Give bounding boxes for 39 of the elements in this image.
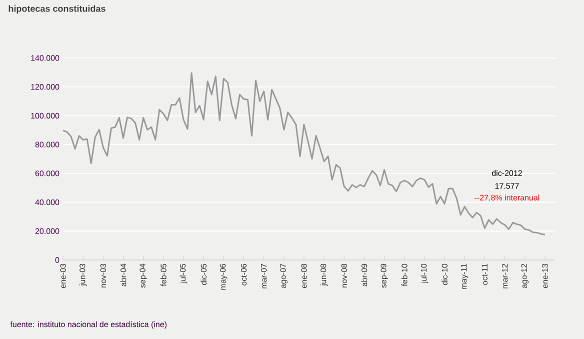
x-tick-label: sep-04 — [140, 264, 147, 288]
y-tick-label: 60.000 — [35, 170, 60, 176]
x-tick-label: ago-12 — [521, 264, 528, 288]
x-tick-label: nov-03 — [100, 264, 106, 288]
x-tick-label: nov-08 — [341, 264, 347, 288]
x-tick-label: ago-07 — [280, 264, 288, 288]
y-tick-label: 40.000 — [35, 199, 60, 206]
x-tick-label: mar-07 — [260, 264, 267, 288]
source-note: fuente: instituto nacional de estadística (ine) — [10, 321, 167, 329]
y-tick-label: 80.000 — [35, 142, 60, 148]
chart-title: hipotecas constituidas — [8, 5, 106, 14]
x-tick-label: jul-05 — [180, 264, 188, 284]
annotation: --27,8% interanual — [474, 194, 540, 202]
x-tick-label: jun-03 — [79, 264, 87, 286]
x-tick-label: may-11 — [461, 264, 468, 290]
x-tick-label: mar-12 — [502, 264, 508, 288]
x-tick-label: feb-10 — [401, 264, 408, 286]
annotation: 17.577 — [495, 183, 519, 189]
y-tick-label: 100.000 — [31, 112, 60, 119]
x-tick-label: dic-10 — [442, 264, 448, 285]
x-tick-label: ene-03 — [60, 264, 66, 288]
x-tick-label: jul-10 — [420, 264, 428, 284]
x-tick-label: abr-09 — [361, 264, 368, 286]
x-tick-label: may-06 — [220, 264, 228, 290]
x-tick-label: dic-05 — [200, 264, 207, 285]
x-tick-label: sep-09 — [380, 264, 388, 288]
x-tick-label: abr-04 — [120, 264, 126, 286]
y-tick-label: 0 — [55, 257, 60, 263]
x-tick-label: oct-11 — [482, 264, 488, 285]
x-tick-label: ene-08 — [301, 264, 307, 288]
y-tick-label: 120.000 — [31, 84, 60, 90]
x-tick-label: feb-05 — [160, 264, 166, 286]
y-tick-label: 20.000 — [35, 228, 60, 234]
line-series — [62, 72, 546, 236]
x-tick-label: oct-06 — [240, 264, 247, 286]
y-tick-label: 140.000 — [31, 55, 60, 61]
x-tick-label: ene-13 — [542, 264, 548, 288]
annotation: dic-2012 — [492, 170, 522, 176]
x-tick-label: jun-08 — [320, 264, 328, 286]
